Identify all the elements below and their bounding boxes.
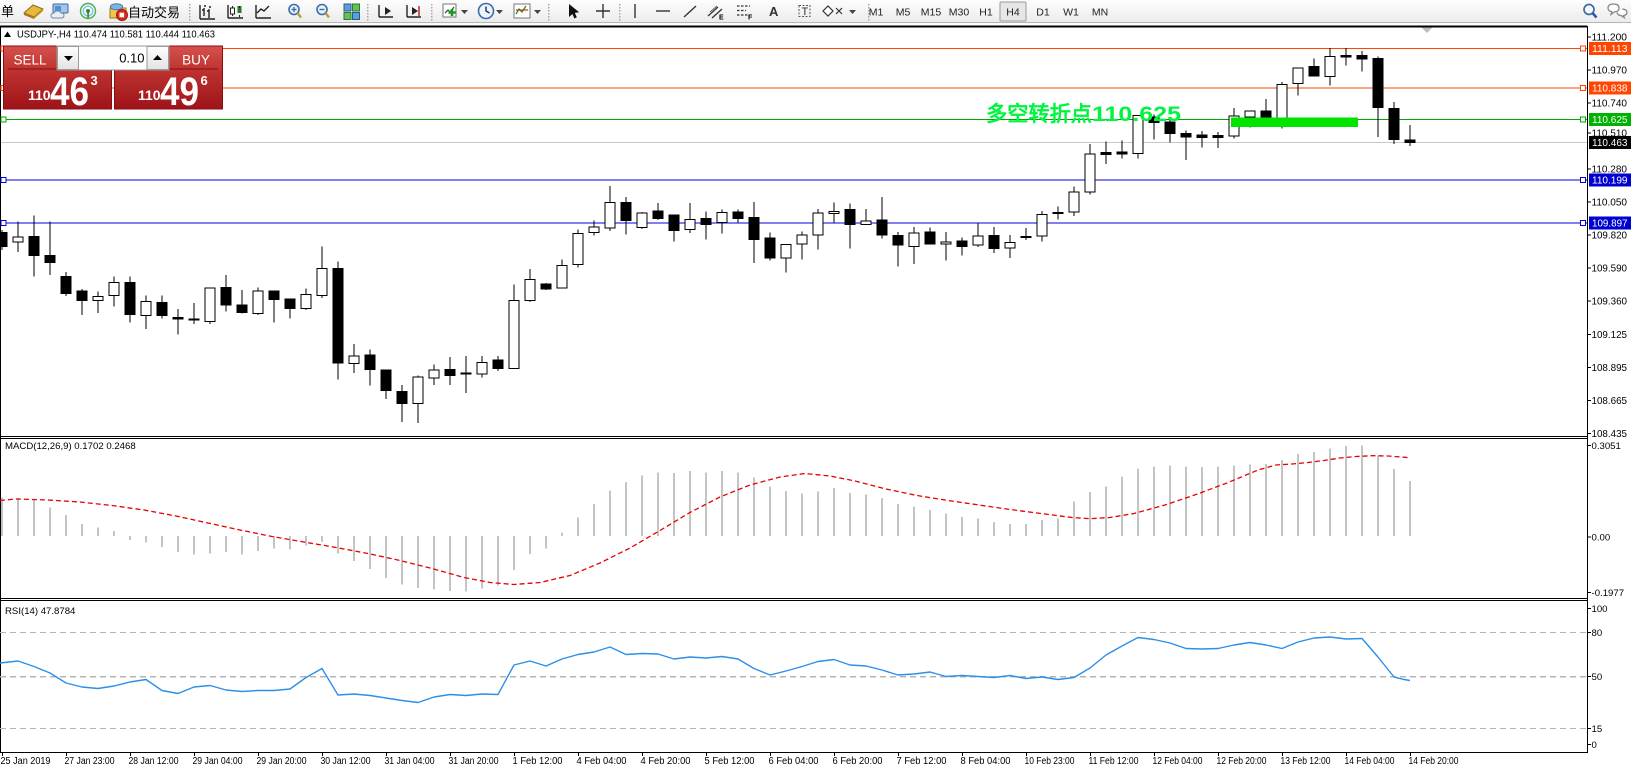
svg-text:28 Jan 12:00: 28 Jan 12:00 (129, 756, 179, 767)
svg-text:D1: D1 (1036, 7, 1050, 19)
svg-text:109.820: 109.820 (1592, 231, 1628, 242)
svg-text:10 Feb 23:00: 10 Feb 23:00 (1025, 756, 1075, 767)
svg-text:108.665: 108.665 (1592, 396, 1628, 407)
svg-text:M1: M1 (869, 7, 884, 19)
svg-text:BUY: BUY (182, 53, 210, 68)
svg-text:110.740: 110.740 (1592, 99, 1628, 110)
svg-text:110.050: 110.050 (1592, 198, 1628, 209)
svg-text:110.510: 110.510 (1592, 129, 1628, 140)
svg-text:8 Feb 04:00: 8 Feb 04:00 (961, 756, 1011, 767)
svg-text:12 Feb 20:00: 12 Feb 20:00 (1217, 756, 1267, 767)
svg-text:31 Jan 04:00: 31 Jan 04:00 (385, 756, 435, 767)
svg-text:14 Feb 20:00: 14 Feb 20:00 (1409, 756, 1459, 767)
svg-text:80: 80 (1592, 628, 1603, 639)
svg-text:49: 49 (160, 70, 199, 114)
svg-text:31 Jan 20:00: 31 Jan 20:00 (449, 756, 499, 767)
svg-text:12 Feb 04:00: 12 Feb 04:00 (1153, 756, 1203, 767)
svg-text:MN: MN (1092, 7, 1108, 19)
svg-text:多空转折点110.625: 多空转折点110.625 (986, 102, 1181, 126)
svg-text:109.590: 109.590 (1592, 264, 1628, 275)
svg-text:0.00: 0.00 (1592, 532, 1611, 543)
svg-text:14 Feb 04:00: 14 Feb 04:00 (1345, 756, 1395, 767)
svg-text:M15: M15 (921, 7, 942, 19)
svg-text:110.280: 110.280 (1592, 165, 1628, 176)
svg-text:0.10: 0.10 (119, 51, 144, 66)
svg-text:T: T (802, 6, 809, 18)
svg-text:M5: M5 (896, 7, 911, 19)
svg-text:7 Feb 12:00: 7 Feb 12:00 (897, 756, 947, 767)
svg-text:0: 0 (1592, 740, 1597, 751)
svg-text:RSI(14) 47.8784: RSI(14) 47.8784 (5, 606, 76, 617)
svg-text:SELL: SELL (13, 53, 47, 68)
svg-text:108.895: 108.895 (1592, 363, 1628, 374)
svg-text:111.200: 111.200 (1592, 33, 1628, 44)
svg-text:46: 46 (50, 70, 89, 114)
svg-text:15: 15 (1592, 724, 1603, 735)
svg-text:M30: M30 (949, 7, 970, 19)
svg-text:50: 50 (1592, 672, 1603, 683)
svg-text:110: 110 (138, 87, 161, 103)
svg-text:单: 单 (1, 4, 14, 19)
svg-text:5 Feb 12:00: 5 Feb 12:00 (705, 756, 755, 767)
svg-text:H1: H1 (979, 7, 993, 19)
svg-text:109.360: 109.360 (1592, 297, 1628, 308)
svg-text:110.463: 110.463 (1592, 138, 1628, 149)
svg-text:29 Jan 04:00: 29 Jan 04:00 (193, 756, 243, 767)
svg-text:110.199: 110.199 (1592, 176, 1628, 187)
svg-text:A: A (769, 4, 779, 19)
svg-text:6 Feb 20:00: 6 Feb 20:00 (833, 756, 883, 767)
svg-text:109.897: 109.897 (1592, 219, 1628, 230)
svg-text:110.838: 110.838 (1592, 84, 1628, 95)
svg-text:0.3051: 0.3051 (1592, 441, 1621, 452)
svg-text:30 Jan 12:00: 30 Jan 12:00 (321, 756, 371, 767)
svg-text:3: 3 (91, 73, 98, 88)
svg-text:13 Feb 12:00: 13 Feb 12:00 (1281, 756, 1331, 767)
svg-text:100: 100 (1592, 604, 1608, 615)
svg-text:自动交易: 自动交易 (128, 5, 180, 20)
svg-text:110: 110 (28, 87, 51, 103)
svg-text:25 Jan 2019: 25 Jan 2019 (1, 756, 51, 767)
svg-text:1 Feb 12:00: 1 Feb 12:00 (513, 756, 563, 767)
svg-text:-0.1977: -0.1977 (1592, 588, 1625, 599)
svg-text:108.435: 108.435 (1592, 429, 1628, 440)
svg-text:11 Feb 12:00: 11 Feb 12:00 (1089, 756, 1139, 767)
svg-text:111.113: 111.113 (1592, 44, 1628, 55)
svg-text:W1: W1 (1063, 7, 1079, 19)
svg-text:27 Jan 23:00: 27 Jan 23:00 (65, 756, 115, 767)
svg-text:4 Feb 20:00: 4 Feb 20:00 (641, 756, 691, 767)
svg-text:110.625: 110.625 (1592, 115, 1628, 126)
svg-text:29 Jan 20:00: 29 Jan 20:00 (257, 756, 307, 767)
svg-text:109.125: 109.125 (1592, 330, 1628, 341)
svg-text:110.970: 110.970 (1592, 66, 1628, 77)
svg-text:H4: H4 (1006, 7, 1020, 19)
svg-text:USDJPY-,H4 110.474 110.581 11: USDJPY-,H4 110.474 110.581 110.444 110.4… (17, 29, 215, 41)
svg-text:4 Feb 04:00: 4 Feb 04:00 (577, 756, 627, 767)
svg-text:MACD(12,26,9) 0.1702 0.2468: MACD(12,26,9) 0.1702 0.2468 (5, 441, 136, 452)
svg-text:E: E (719, 15, 724, 22)
svg-text:6: 6 (201, 73, 208, 88)
svg-text:F: F (748, 15, 753, 22)
svg-text:6 Feb 04:00: 6 Feb 04:00 (769, 756, 819, 767)
